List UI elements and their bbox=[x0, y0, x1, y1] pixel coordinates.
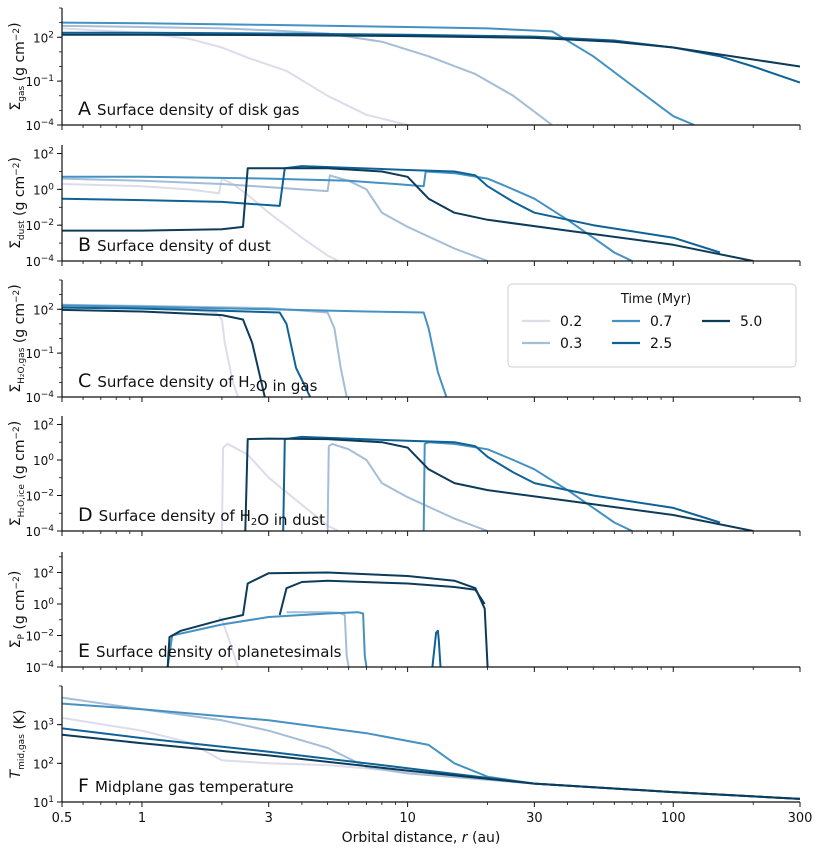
x-tick-label: 3 bbox=[265, 811, 273, 826]
y-tick-label: 103 bbox=[33, 718, 54, 733]
panel-title: D Surface density of H2O in dust bbox=[78, 504, 325, 529]
legend-box bbox=[507, 283, 797, 368]
series-line-0.7-myr bbox=[62, 170, 633, 261]
y-tick-label: 102 bbox=[33, 30, 54, 45]
series-line-2.5-myr bbox=[62, 31, 800, 84]
series-line-0.3-myr bbox=[62, 174, 488, 261]
legend-label-0.7-myr: 0.7 bbox=[650, 314, 672, 330]
panel-A: 102 10−1 10−4 A Surface density of disk gas… bbox=[7, 7, 801, 133]
y-tick-label: 10−1 bbox=[25, 74, 54, 89]
series-line-0.3-myr bbox=[326, 442, 488, 531]
panel-title: E Surface density of planetesimals bbox=[78, 640, 342, 662]
x-tick-label: 1 bbox=[138, 811, 146, 826]
series-group bbox=[62, 21, 800, 125]
y-tick-label: 10−2 bbox=[25, 218, 54, 233]
y-tick-label: 100 bbox=[33, 597, 54, 612]
y-tick-label: 10−4 bbox=[25, 660, 54, 675]
y-tick-label: 102 bbox=[33, 147, 54, 162]
legend-label-2.5-myr: 2.5 bbox=[650, 336, 672, 352]
series-line-0.2-myr bbox=[220, 442, 340, 531]
y-tick-label: 100 bbox=[33, 182, 54, 197]
series-line-5.0-myr bbox=[62, 33, 800, 68]
x-tick-label: 100 bbox=[661, 811, 686, 826]
y-axis-label: ΣH₂O,gas (g cm−2) bbox=[7, 284, 28, 392]
y-tick-label: 102 bbox=[33, 302, 54, 317]
series-group bbox=[62, 696, 800, 800]
x-axis-label: Orbital distance, r (au) bbox=[342, 830, 501, 846]
series-group bbox=[220, 435, 754, 531]
y-axis-label: ΣH₂O,ice (g cm−2) bbox=[7, 421, 28, 527]
x-tick-label: 300 bbox=[788, 811, 813, 826]
panel-title: C Surface density of H2O in gas bbox=[78, 370, 318, 395]
legend-label-0.2-myr: 0.2 bbox=[560, 314, 582, 330]
series-line-2.5-myr bbox=[62, 165, 721, 254]
legend-label-5.0-myr: 5.0 bbox=[740, 314, 762, 330]
y-tick-label: 102 bbox=[33, 756, 54, 771]
series-group bbox=[62, 165, 754, 261]
series-line-5.0-myr bbox=[62, 733, 800, 800]
panel-title: F Midplane gas temperature bbox=[78, 775, 294, 797]
series-line-5.0-myr bbox=[62, 167, 754, 261]
panel-F: 103 102 101 F Midplane gas temperature Tmid,… bbox=[8, 685, 801, 810]
panel-C: 102 10−1 10−4 C Surface density of H2O in g… bbox=[7, 279, 801, 405]
x-tick-label: 0.5 bbox=[52, 811, 73, 826]
series-line-2.5-myr bbox=[431, 629, 442, 667]
panel-title: A Surface density of disk gas bbox=[78, 98, 300, 120]
y-tick-label: 100 bbox=[33, 453, 54, 468]
series-line-5.0-myr bbox=[166, 571, 489, 667]
series-line-0.7-myr bbox=[62, 21, 695, 125]
y-tick-label: 10−4 bbox=[25, 524, 54, 539]
y-tick-label: 101 bbox=[33, 795, 54, 810]
series-line-2.5-myr bbox=[62, 306, 312, 397]
series-group bbox=[62, 303, 448, 397]
y-tick-label: 10−2 bbox=[25, 488, 54, 503]
panel-D: 102 100 10−2 10−4 D Surface density of H2O i… bbox=[7, 416, 801, 539]
y-axis-label: Tmid,gas (K) bbox=[8, 710, 28, 779]
panel-title: B Surface density of dust bbox=[78, 234, 271, 256]
series-line-0.2-myr bbox=[218, 616, 240, 667]
legend: Time (Myr) 0.2 0.3 0.7 2.5 5.0 bbox=[507, 283, 797, 368]
y-tick-label: 10−1 bbox=[25, 346, 54, 361]
series-line-2.5-myr bbox=[282, 435, 721, 531]
panel-E: 102 100 10−2 10−4 E Surface density of plane… bbox=[7, 552, 801, 675]
series-line-5.0-myr bbox=[62, 308, 266, 397]
y-axis-label: Σgas (g cm−2) bbox=[7, 22, 28, 110]
y-tick-label: 10−4 bbox=[25, 390, 54, 405]
y-tick-label: 102 bbox=[33, 417, 54, 432]
series-line-5.0-myr bbox=[244, 437, 754, 531]
y-tick-label: 10−4 bbox=[25, 118, 54, 133]
legend-label-0.3-myr: 0.3 bbox=[560, 336, 582, 352]
panel-B: 102 100 10−2 10−4 B Surface density of dust Σ… bbox=[7, 145, 801, 269]
x-tick-label: 30 bbox=[526, 811, 543, 826]
series-group bbox=[166, 571, 489, 667]
y-axis-label: ΣP (g cm−2) bbox=[7, 571, 28, 649]
series-line-0.7-myr bbox=[422, 441, 633, 531]
x-tick-label: 10 bbox=[399, 811, 416, 826]
series-line-0.3-myr bbox=[62, 24, 553, 125]
legend-title: Time (Myr) bbox=[620, 292, 691, 307]
y-tick-label: 10−4 bbox=[25, 254, 54, 269]
series-line-0.7-myr bbox=[166, 611, 368, 667]
y-tick-label: 10−2 bbox=[25, 628, 54, 643]
series-line-0.7-myr bbox=[62, 304, 448, 397]
y-tick-label: 102 bbox=[33, 565, 54, 580]
series-line-5.0-myr bbox=[278, 579, 486, 616]
y-axis-label: Σdust (g cm−2) bbox=[7, 157, 28, 249]
